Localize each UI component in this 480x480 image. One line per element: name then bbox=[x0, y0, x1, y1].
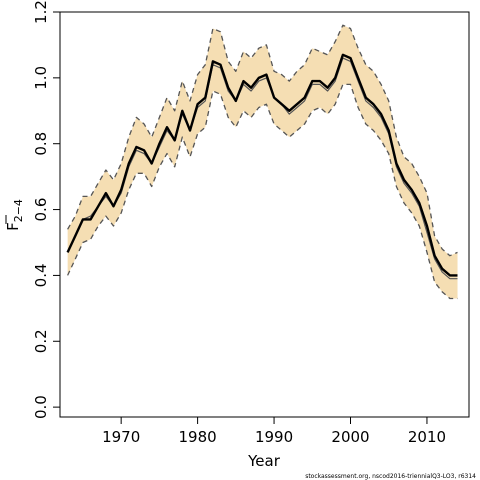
y-tick-label-1.2: 1.2 bbox=[32, 0, 50, 24]
x-tick-label-1980: 1980 bbox=[179, 428, 217, 446]
x-tick-label-1970: 1970 bbox=[102, 428, 140, 446]
x-tick-label-1990: 1990 bbox=[255, 428, 293, 446]
y-axis-title-group: F2−4 bbox=[4, 199, 25, 231]
y-tick-label-0.6: 0.6 bbox=[32, 198, 50, 222]
footer-note: stockassessment.org, nscod2016-triennial… bbox=[305, 473, 476, 480]
series-line-layer bbox=[66, 24, 458, 300]
upper-bound-line bbox=[67, 24, 458, 257]
y-axis: 0.0 0.2 0.4 0.6 0.8 1.0 1.2 bbox=[32, 0, 61, 419]
y-axis-title: F2−4 bbox=[4, 199, 25, 231]
x-tick-label-2010: 2010 bbox=[408, 428, 446, 446]
lower-bound-line bbox=[67, 83, 458, 300]
y-tick-label-0.4: 0.4 bbox=[32, 263, 50, 287]
confidence-band bbox=[67, 25, 458, 299]
x-axis: 1970 1980 1990 2000 2010 bbox=[102, 416, 446, 446]
y-tick-label-0.2: 0.2 bbox=[32, 329, 50, 353]
x-axis-title: Year bbox=[247, 452, 281, 470]
y-tick-label-0.8: 0.8 bbox=[32, 132, 50, 156]
y-tick-label-1: 1.0 bbox=[32, 66, 50, 90]
y-axis-title-subscript: 2−4 bbox=[12, 199, 25, 222]
confidence-band-layer bbox=[67, 25, 458, 299]
estimate-line bbox=[66, 53, 458, 277]
y-axis-title-main: F bbox=[4, 222, 22, 231]
y-tick-label-0: 0.0 bbox=[32, 395, 50, 419]
x-tick-label-2000: 2000 bbox=[331, 428, 369, 446]
